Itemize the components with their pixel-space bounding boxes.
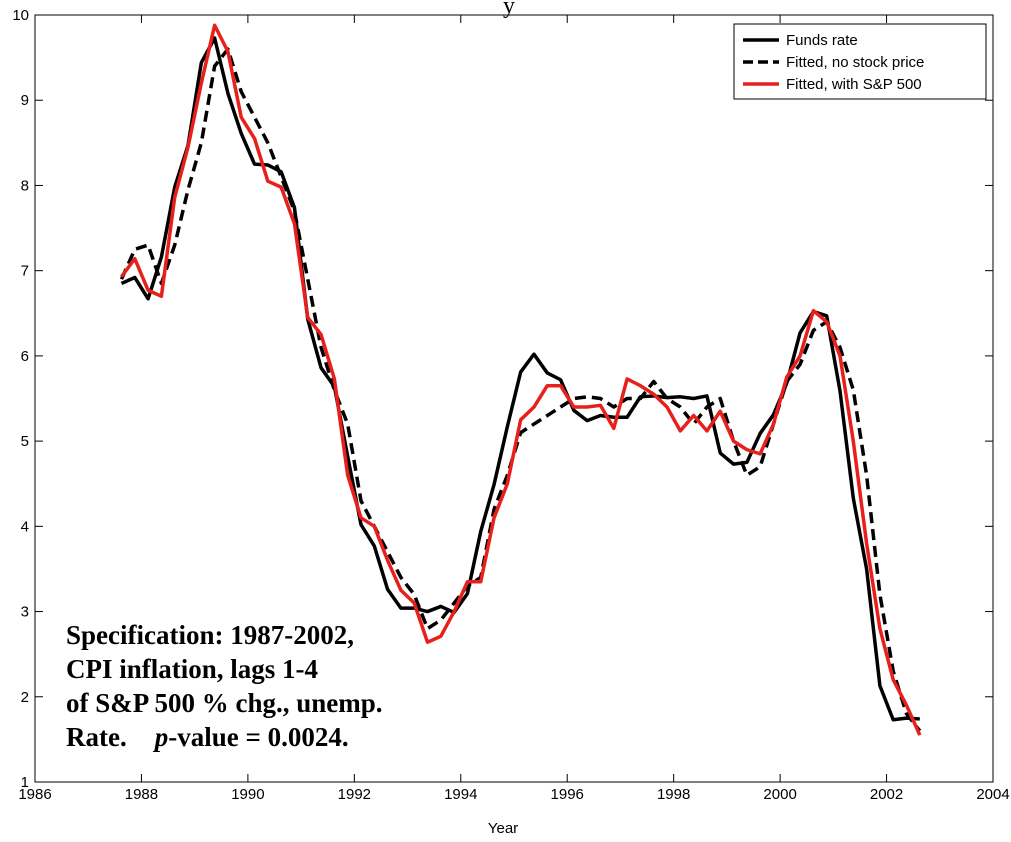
y-tick-label: 7 <box>21 263 29 280</box>
specification-annotation: Specification: 1987-2002, CPI inflation,… <box>66 618 383 754</box>
x-tick-label: 2002 <box>870 786 903 803</box>
y-tick-label: 5 <box>21 433 29 450</box>
axis-ticks: 1986 1988 1990 1992 1994 1996 1998 2000 2002 2004… <box>12 7 1009 803</box>
plot-area <box>34 14 994 783</box>
series-line-2 <box>120 23 922 736</box>
y-tick-label: 8 <box>21 177 29 194</box>
annotation-p-italic: p <box>154 722 169 752</box>
chart-title: y <box>503 0 515 19</box>
annotation-pvalue: -value = 0.0024. <box>168 722 349 752</box>
x-tick-label: 1998 <box>657 786 690 803</box>
y-tick-label: 6 <box>21 348 29 365</box>
x-tick-label: 1994 <box>444 786 477 803</box>
x-tick-label: 1992 <box>338 786 371 803</box>
y-tick-label: 9 <box>21 92 29 109</box>
x-tick-label: 1988 <box>125 786 158 803</box>
series-layer <box>119 23 922 736</box>
legend: Funds rate Fitted, no stock price Fitted, … <box>733 23 987 100</box>
annotation-line: of S&P 500 % chg., unemp. <box>66 688 383 718</box>
y-tick-label: 2 <box>21 689 29 706</box>
y-tick-label: 1 <box>21 774 29 791</box>
x-tick-label: 1990 <box>231 786 264 803</box>
annotation-rate: Rate. <box>66 722 127 752</box>
y-tick-label: 4 <box>21 518 29 535</box>
annotation-line: CPI inflation, lags 1-4 <box>66 654 319 684</box>
legend-label-2: Fitted, with S&P 500 <box>786 76 922 93</box>
annotation-line: Specification: 1987-2002, <box>66 620 354 650</box>
annotation-line-pvalue: Rate. p-value = 0.0024. <box>66 720 383 754</box>
legend-label-0: Funds rate <box>786 32 858 49</box>
y-tick-label: 10 <box>12 7 29 24</box>
legend-label-1: Fitted, no stock price <box>786 54 924 71</box>
x-tick-label: 1986 <box>18 786 51 803</box>
y-tick-label: 3 <box>21 604 29 621</box>
x-axis-title: Year <box>488 820 518 837</box>
x-tick-label: 1996 <box>551 786 584 803</box>
x-tick-label: 2000 <box>763 786 796 803</box>
x-tick-label: 2004 <box>976 786 1009 803</box>
